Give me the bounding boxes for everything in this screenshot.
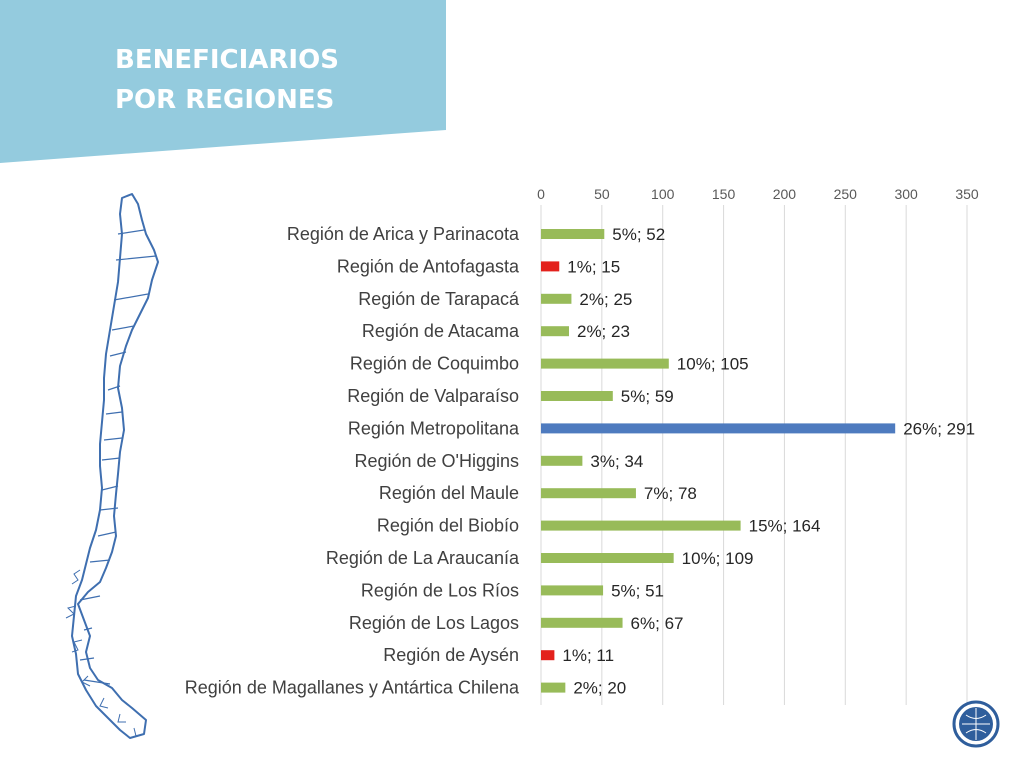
data-label: 10%; 109 <box>682 549 754 568</box>
category-label: Región Metropolitana <box>348 418 520 438</box>
data-label: 15%; 164 <box>749 517 821 536</box>
data-label: 1%; 11 <box>562 646 614 665</box>
data-label: 1%; 15 <box>567 257 620 276</box>
bar <box>541 617 623 628</box>
bars <box>541 229 896 693</box>
data-label: 7%; 78 <box>644 484 697 503</box>
bar <box>541 391 613 401</box>
category-label: Región de Atacama <box>362 321 520 341</box>
category-label: Región de La Araucanía <box>326 548 520 568</box>
globe-logo-icon <box>952 700 1000 748</box>
title-banner <box>0 0 446 163</box>
x-tick-label: 250 <box>834 186 858 202</box>
bar <box>541 585 604 596</box>
category-label: Región de Coquimbo <box>350 354 519 374</box>
data-label: 3%; 34 <box>590 452 643 471</box>
data-label: 6%; 67 <box>631 614 684 633</box>
x-tick-label: 150 <box>712 186 736 202</box>
category-label: Región del Maule <box>379 483 519 503</box>
bar <box>541 650 555 661</box>
data-label: 2%; 23 <box>577 322 630 341</box>
bar <box>541 520 741 531</box>
chile-map-fjords <box>65 569 145 737</box>
bar <box>541 553 674 563</box>
badge-outer-ring <box>952 700 1000 748</box>
data-label: 5%; 51 <box>611 581 664 600</box>
x-tick-label: 200 <box>773 186 797 202</box>
data-label: 5%; 52 <box>612 225 665 244</box>
badge-globe-lines <box>962 708 990 740</box>
data-label: 5%; 59 <box>621 387 674 406</box>
category-label: Región de Antofagasta <box>337 256 520 276</box>
category-label: Región de Los Ríos <box>361 580 519 600</box>
category-labels: Región de Arica y Parinacota Región de An… <box>185 224 520 698</box>
data-label: 2%; 25 <box>579 290 632 309</box>
bar <box>541 261 560 272</box>
banner-shape <box>0 0 446 163</box>
bar <box>541 488 636 499</box>
data-label: 2%; 20 <box>573 679 626 698</box>
x-tick-label: 50 <box>594 186 610 202</box>
x-tick-labels: 0 50 100 150 200 250 300 350 <box>537 186 979 202</box>
category-label: Región de Aysén <box>383 645 519 665</box>
bar <box>541 358 669 369</box>
chile-map-region-borders <box>79 229 157 685</box>
bar <box>541 682 566 693</box>
bar <box>541 229 605 239</box>
bar <box>541 423 896 434</box>
bar <box>541 455 583 466</box>
x-tick-label: 300 <box>894 186 918 202</box>
bar <box>541 326 569 337</box>
category-label: Región de Valparaíso <box>347 386 519 406</box>
category-label: Región de O'Higgins <box>354 451 519 471</box>
bar <box>541 293 572 304</box>
category-label: Región del Biobío <box>377 516 519 536</box>
category-label: Región de Tarapacá <box>358 289 520 309</box>
category-label: Región de Los Lagos <box>349 613 519 633</box>
chile-map-illustration <box>65 193 159 739</box>
title-line-2: POR REGIONES <box>115 85 335 115</box>
chile-map-outline <box>71 193 159 739</box>
category-label: Región de Magallanes y Antártica Chilena <box>185 678 520 698</box>
x-tick-label: 100 <box>651 186 675 202</box>
x-tick-label: 0 <box>537 186 545 202</box>
slide-title: BENEFICIARIOS POR REGIONES <box>115 40 435 120</box>
category-label: Región de Arica y Parinacota <box>287 224 520 244</box>
beneficiaries-bar-chart: 0 50 100 150 200 250 300 350 Región de Arica y … <box>185 186 979 705</box>
data-label: 10%; 105 <box>677 355 749 374</box>
x-tick-label: 350 <box>955 186 979 202</box>
title-line-1: BENEFICIARIOS <box>115 45 339 75</box>
data-label: 26%; 291 <box>903 419 975 438</box>
